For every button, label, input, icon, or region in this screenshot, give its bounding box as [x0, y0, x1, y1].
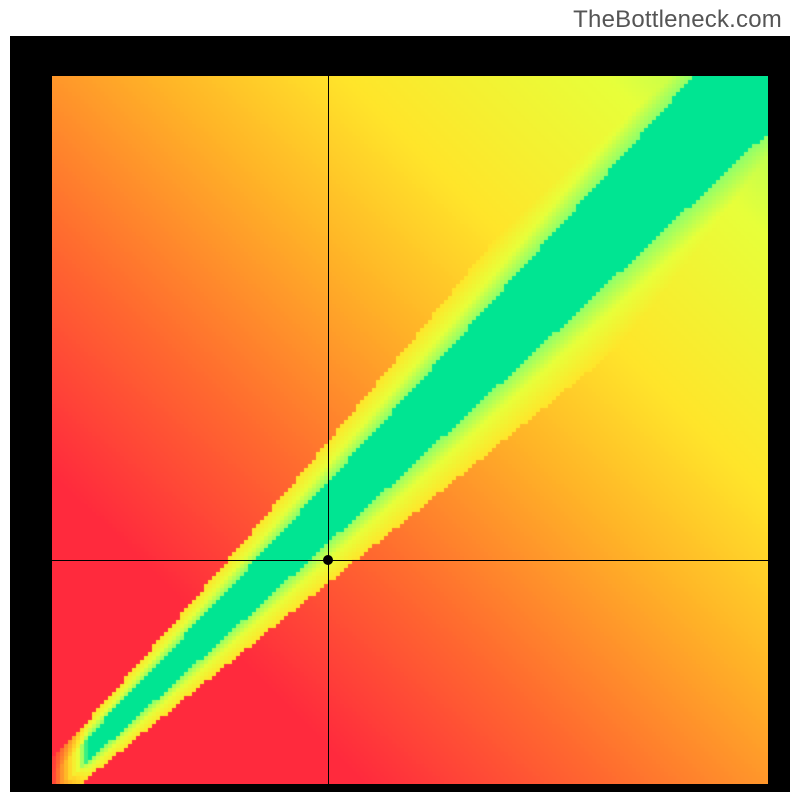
watermark-text: TheBottleneck.com — [573, 6, 782, 34]
heatmap-canvas — [52, 76, 768, 784]
chart-container: TheBottleneck.com — [0, 0, 800, 800]
crosshair-horizontal — [52, 560, 768, 561]
heatmap-plot — [52, 76, 768, 784]
chart-frame — [10, 36, 790, 792]
crosshair-marker — [323, 555, 333, 565]
crosshair-vertical — [328, 76, 329, 784]
